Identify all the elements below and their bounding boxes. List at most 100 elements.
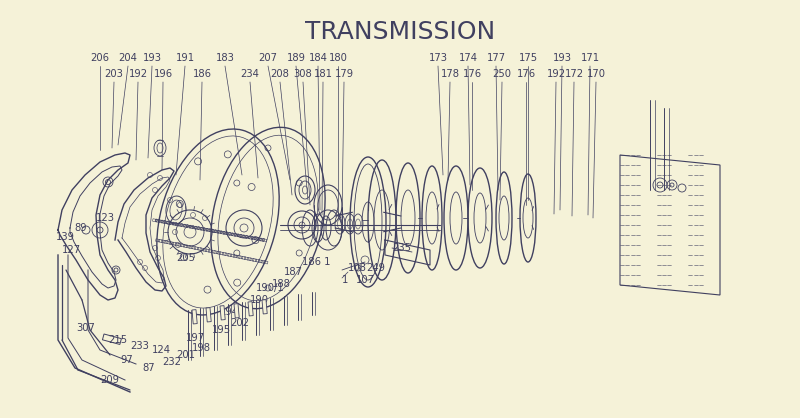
Bar: [242, 256, 246, 260]
Bar: [161, 220, 166, 224]
Bar: [158, 240, 162, 242]
Bar: [153, 219, 157, 222]
Bar: [206, 229, 210, 232]
Bar: [243, 235, 247, 238]
Text: 193: 193: [142, 53, 162, 63]
Bar: [209, 229, 214, 232]
Text: 170: 170: [586, 69, 606, 79]
Bar: [181, 244, 185, 247]
Bar: [257, 238, 262, 241]
Bar: [217, 251, 221, 255]
Text: 191: 191: [175, 53, 194, 63]
Text: 178: 178: [441, 69, 459, 79]
Bar: [230, 254, 234, 257]
Text: 184: 184: [309, 53, 327, 63]
Text: 183: 183: [215, 53, 234, 63]
Bar: [195, 227, 199, 229]
Bar: [229, 232, 233, 236]
Text: 208: 208: [270, 69, 290, 79]
Text: 234: 234: [241, 69, 259, 79]
Bar: [172, 222, 177, 225]
Bar: [208, 250, 213, 252]
Text: 124: 124: [152, 345, 171, 355]
Bar: [164, 240, 168, 244]
Bar: [258, 260, 262, 263]
Bar: [212, 229, 216, 233]
Text: 87: 87: [142, 363, 154, 373]
Text: 249: 249: [366, 263, 385, 273]
Text: 197: 197: [186, 333, 205, 343]
Text: 176: 176: [462, 69, 482, 79]
Bar: [170, 242, 174, 245]
Text: 97: 97: [120, 355, 133, 365]
Text: 196: 196: [154, 69, 173, 79]
Bar: [175, 223, 179, 226]
Bar: [170, 222, 174, 225]
Bar: [214, 230, 219, 233]
Bar: [183, 224, 188, 227]
Text: 186: 186: [193, 69, 211, 79]
Text: 205: 205: [176, 253, 195, 263]
Text: 235: 235: [392, 243, 411, 253]
Bar: [234, 234, 238, 237]
Bar: [236, 255, 240, 258]
Bar: [261, 260, 265, 263]
Bar: [178, 243, 182, 247]
Bar: [227, 253, 232, 257]
Text: 194: 194: [220, 307, 239, 317]
Bar: [206, 308, 211, 322]
Text: 1: 1: [342, 275, 348, 285]
Bar: [220, 306, 226, 320]
Bar: [194, 247, 198, 250]
Text: 193: 193: [553, 53, 571, 63]
Bar: [202, 248, 207, 252]
Text: 173: 173: [429, 53, 447, 63]
Text: 202: 202: [230, 318, 249, 328]
Bar: [197, 247, 202, 250]
Bar: [155, 239, 160, 242]
Bar: [172, 242, 177, 245]
Text: 89: 89: [74, 223, 86, 233]
Text: 127: 127: [62, 245, 81, 255]
Text: 192: 192: [546, 69, 566, 79]
Bar: [225, 253, 229, 256]
Bar: [201, 227, 205, 231]
Text: 180: 180: [329, 53, 347, 63]
Bar: [161, 240, 166, 243]
Bar: [175, 243, 179, 246]
Text: 190/1: 190/1: [256, 283, 285, 293]
Bar: [253, 259, 257, 262]
Text: 204: 204: [118, 53, 138, 63]
Bar: [237, 234, 242, 237]
Bar: [190, 225, 194, 229]
Bar: [231, 233, 236, 236]
Bar: [260, 238, 264, 241]
Text: 179: 179: [334, 69, 354, 79]
Text: 139: 139: [56, 232, 75, 242]
Bar: [203, 228, 208, 231]
Bar: [249, 236, 253, 240]
Bar: [226, 232, 230, 235]
Bar: [234, 303, 239, 318]
Bar: [189, 245, 193, 249]
Bar: [223, 232, 227, 235]
Bar: [198, 227, 202, 230]
Bar: [250, 258, 254, 261]
Text: 195: 195: [212, 325, 231, 335]
Bar: [192, 310, 198, 324]
Text: 108: 108: [348, 263, 367, 273]
Text: 190: 190: [250, 295, 269, 305]
Bar: [166, 221, 171, 224]
Bar: [200, 248, 204, 251]
Bar: [246, 236, 250, 239]
Text: 123: 123: [96, 213, 115, 223]
Text: 307: 307: [76, 323, 95, 333]
Text: TRANSMISSION: TRANSMISSION: [305, 20, 495, 44]
Text: 201: 201: [176, 350, 195, 360]
Text: 186 1: 186 1: [302, 257, 330, 267]
Text: 203: 203: [105, 69, 123, 79]
Bar: [238, 256, 243, 259]
Text: 209: 209: [100, 375, 119, 385]
Text: 207: 207: [258, 53, 278, 63]
Bar: [192, 226, 197, 229]
